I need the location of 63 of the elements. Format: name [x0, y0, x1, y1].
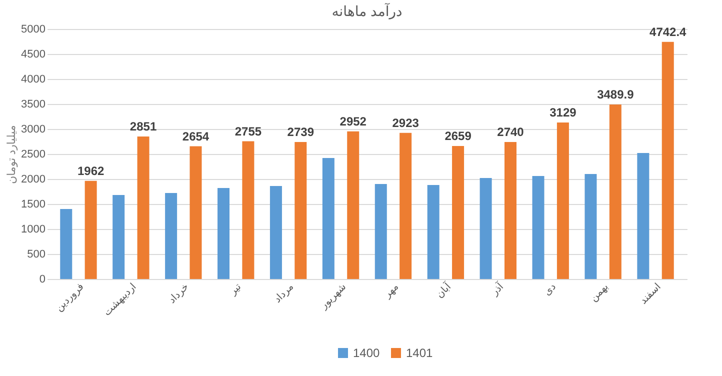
y-tick-label: 1500 — [21, 198, 46, 210]
y-tick-label: 0 — [39, 274, 46, 286]
bar — [452, 146, 464, 279]
bar — [137, 136, 150, 279]
y-tick-label: 1000 — [21, 224, 46, 236]
bar — [662, 42, 674, 279]
bar — [190, 146, 202, 279]
data-label: 1962 — [77, 164, 104, 178]
x-tick-label: اسفند — [638, 282, 664, 307]
data-label: 2851 — [130, 119, 157, 134]
data-label: 2952 — [340, 114, 367, 128]
y-tick-label: 4000 — [21, 74, 46, 86]
data-label: 4742.4 — [650, 24, 687, 39]
x-tick-label: مهر — [382, 282, 402, 301]
bar — [112, 195, 125, 279]
y-tick-label: 500 — [27, 248, 46, 260]
data-label: 2755 — [234, 124, 262, 138]
x-tick-label: شهریور — [318, 282, 349, 312]
bar — [84, 180, 97, 279]
bar — [427, 185, 440, 279]
x-tick-label: مرداد — [272, 282, 296, 306]
y-axis-title: میلیارد تومان — [6, 124, 18, 184]
x-tick-label: فروردین — [54, 281, 86, 314]
bar — [374, 184, 387, 279]
data-label: 2654 — [182, 129, 210, 144]
legend-label: 1400 — [353, 346, 380, 360]
y-tick-label: 2500 — [21, 148, 46, 160]
bar — [584, 174, 597, 279]
bar — [242, 141, 254, 279]
legend-label: 1401 — [406, 346, 434, 360]
bar — [609, 104, 622, 279]
x-tick-label: دی — [542, 282, 558, 298]
x-tick-label: تیر — [227, 281, 244, 298]
data-label: 2740 — [497, 125, 524, 139]
y-tick-label: 3000 — [21, 124, 46, 136]
x-tick-label: آذر — [487, 279, 507, 299]
bar — [294, 142, 307, 279]
y-tick-label: 3500 — [21, 98, 46, 110]
bar — [532, 176, 544, 279]
bar — [347, 131, 360, 279]
bar — [504, 142, 516, 279]
bar — [218, 188, 230, 279]
data-label: 2659 — [444, 129, 472, 144]
chart-title: درآمد ماهانه — [332, 2, 402, 20]
data-label: 3489.9 — [597, 88, 634, 102]
x-tick-label: بهمن — [588, 282, 611, 304]
y-tick-label: 2000 — [21, 174, 46, 186]
data-label: 3129 — [550, 106, 577, 120]
bar — [480, 178, 492, 279]
bar — [270, 186, 282, 279]
bar — [322, 158, 334, 279]
x-tick-label: اردیبهشت — [102, 282, 139, 318]
x-tick-label: آبان — [432, 279, 454, 301]
data-label: 2739 — [287, 125, 314, 140]
bar — [60, 209, 72, 279]
bar — [556, 122, 569, 279]
bar — [637, 153, 650, 279]
bar — [400, 132, 412, 279]
data-label: 2923 — [392, 116, 420, 130]
x-tick-label: خرداد — [166, 282, 192, 306]
y-tick-label: 5000 — [21, 24, 46, 36]
y-tick-label: 4500 — [21, 48, 46, 60]
bar — [165, 193, 178, 279]
